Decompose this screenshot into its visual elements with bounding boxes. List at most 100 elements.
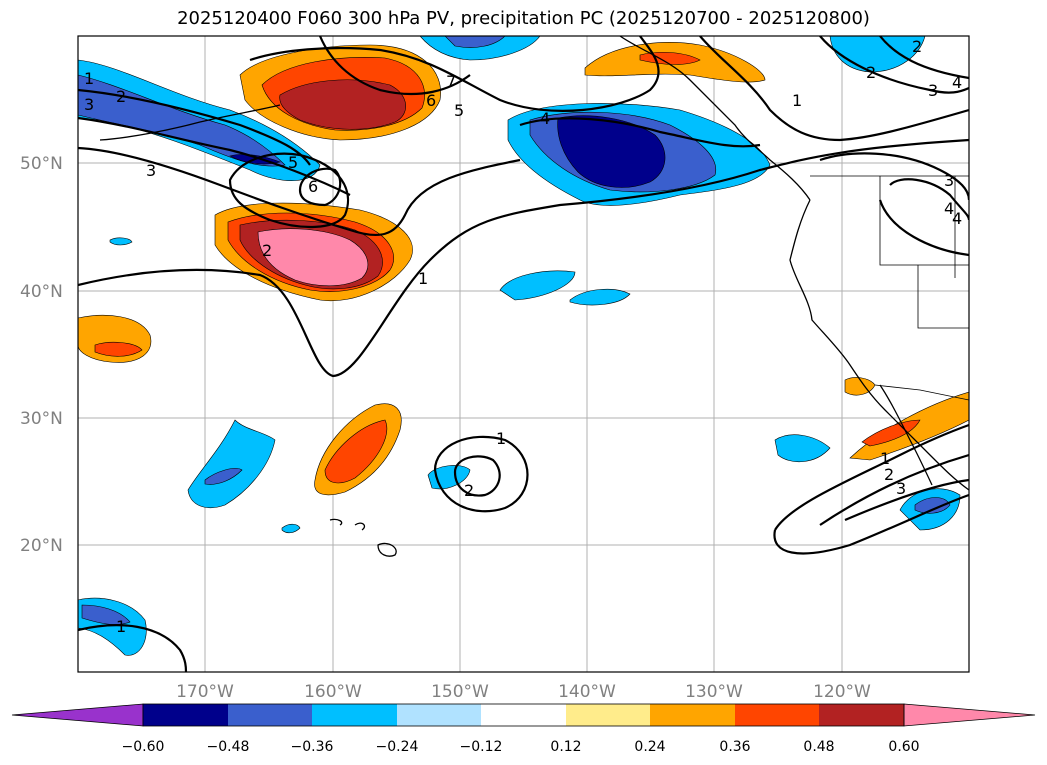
contour-label: 1	[418, 269, 428, 288]
contour-label: 2	[866, 63, 876, 82]
precip-neg-40n	[499, 270, 576, 301]
contour-label: 3	[146, 161, 156, 180]
contour-label: 6	[426, 91, 436, 110]
precip-neg-dot2	[281, 523, 301, 534]
pv-contour-12	[879, 36, 969, 80]
coast-alaska	[619, 36, 811, 201]
precip-pos-mid-core	[324, 419, 387, 484]
border-state-2	[917, 265, 969, 329]
pv-contour-14	[889, 178, 969, 221]
pv-contour-8	[298, 167, 342, 207]
colorbar-tick-label: 0.60	[888, 739, 919, 755]
lat-label-20n: 20°N	[20, 536, 63, 556]
border-state-1	[879, 176, 969, 266]
contour-label: 1	[496, 429, 506, 448]
contour-label: 4	[944, 199, 954, 218]
precip-pos-center-pink	[257, 228, 369, 287]
lon-label-140w: 140°W	[558, 682, 616, 702]
colorbar: −0.60 −0.48 −0.36 −0.24 −0.12 0.12 0.24 …	[11, 703, 1036, 755]
pv-contour-17	[453, 455, 501, 497]
colorbar-tick-label: −0.36	[291, 739, 334, 755]
contour-label: 5	[288, 153, 298, 172]
coast-aleutians	[99, 104, 281, 141]
colorbar-extend-high	[903, 703, 1036, 727]
contour-label: 1	[880, 449, 890, 468]
lon-label-170w: 170°W	[176, 682, 234, 702]
precip-pos-baja-core	[861, 419, 921, 447]
precip-neg-gulf-core	[557, 115, 666, 188]
coast-north-america	[789, 199, 969, 491]
colorbar-segment	[143, 704, 228, 726]
pv-contour-5	[78, 88, 311, 166]
colorbar-tick-label: 0.36	[719, 739, 750, 755]
map-content: 1 2 3 4 5 6 7 1 2 3 4 5 6 1 2 3 4 1 2 3 …	[78, 36, 969, 672]
pv-contour-16	[433, 435, 529, 513]
precip-neg-dot1	[109, 237, 133, 246]
colorbar-tick-label: 0.48	[803, 739, 834, 755]
precip-neg-subtropic	[187, 419, 276, 509]
precip-pos-north-core	[279, 79, 406, 130]
contour-label: 3	[896, 479, 906, 498]
colorbar-frame	[142, 703, 905, 727]
precip-neg-se-core	[914, 497, 951, 514]
contour-label: 4	[952, 73, 962, 92]
pv-contour-20	[819, 453, 969, 526]
contour-label: 2	[464, 481, 474, 500]
lat-label-50n: 50°N	[20, 154, 63, 174]
colorbar-tick-label: 0.12	[550, 739, 581, 755]
colorbar-segment	[228, 704, 312, 726]
colorbar-tick-label: 0.24	[634, 739, 665, 755]
lon-label-120w: 120°W	[813, 682, 871, 702]
coastlines	[99, 36, 969, 557]
pv-contour-3	[78, 116, 351, 196]
contour-label: 4	[540, 109, 550, 128]
colorbar-segment	[819, 704, 904, 726]
border-us-mexico	[874, 384, 969, 401]
colorbar-tick-label: −0.60	[122, 739, 165, 755]
coast-hawaii	[329, 518, 397, 557]
precip-neg-top	[419, 36, 541, 61]
colorbar-extend-low	[11, 703, 144, 727]
pv-contour-10	[699, 36, 969, 142]
pv-contour-4	[519, 117, 761, 148]
lon-label-130w: 130°W	[685, 682, 743, 702]
pv-contour-7	[318, 36, 471, 96]
lon-label-160w: 160°W	[304, 682, 362, 702]
contour-label: 5	[454, 101, 464, 120]
map-frame	[77, 35, 970, 673]
pv-contour-18	[774, 423, 969, 531]
contour-label: 4	[952, 209, 962, 228]
pv-contours	[78, 36, 969, 672]
contour-label: 2	[884, 465, 894, 484]
pv-contour-1	[78, 138, 969, 378]
contour-label: 3	[944, 171, 954, 190]
pv-contour-13	[819, 152, 969, 201]
colorbar-tick-label: −0.48	[207, 739, 250, 755]
pv-contour-2	[78, 146, 521, 237]
contour-label: 2	[262, 241, 272, 260]
colorbar-segment	[735, 704, 819, 726]
colorbar-segment	[397, 704, 481, 726]
contour-label: 1	[116, 617, 126, 636]
contour-label: 6	[308, 177, 318, 196]
contour-label: 3	[928, 81, 938, 100]
contour-label: 7	[446, 72, 456, 91]
pv-contour-6	[249, 36, 660, 113]
precip-neg-mex	[774, 434, 831, 462]
contour-label: 1	[792, 91, 802, 110]
precip-shading	[78, 36, 969, 656]
pv-contour-9	[228, 152, 350, 228]
pv-contour-11	[819, 36, 969, 94]
coast-baja	[879, 384, 933, 486]
borders	[810, 175, 969, 401]
pv-contour-22	[78, 624, 188, 672]
colorbar-tick-label: −0.12	[460, 739, 503, 755]
colorbar-segment	[566, 704, 650, 726]
precip-neg-40n-b	[569, 288, 631, 306]
colorbar-segment	[481, 704, 566, 726]
precip-pos-west-core	[94, 341, 143, 357]
precip-neg-sw-core	[81, 604, 131, 625]
contour-label-group: 1 2 3 4 5 6 7 1 2 3 4 5 6 1 2 3 4 1 2 3 …	[84, 37, 962, 636]
pv-contour-15	[878, 199, 969, 257]
